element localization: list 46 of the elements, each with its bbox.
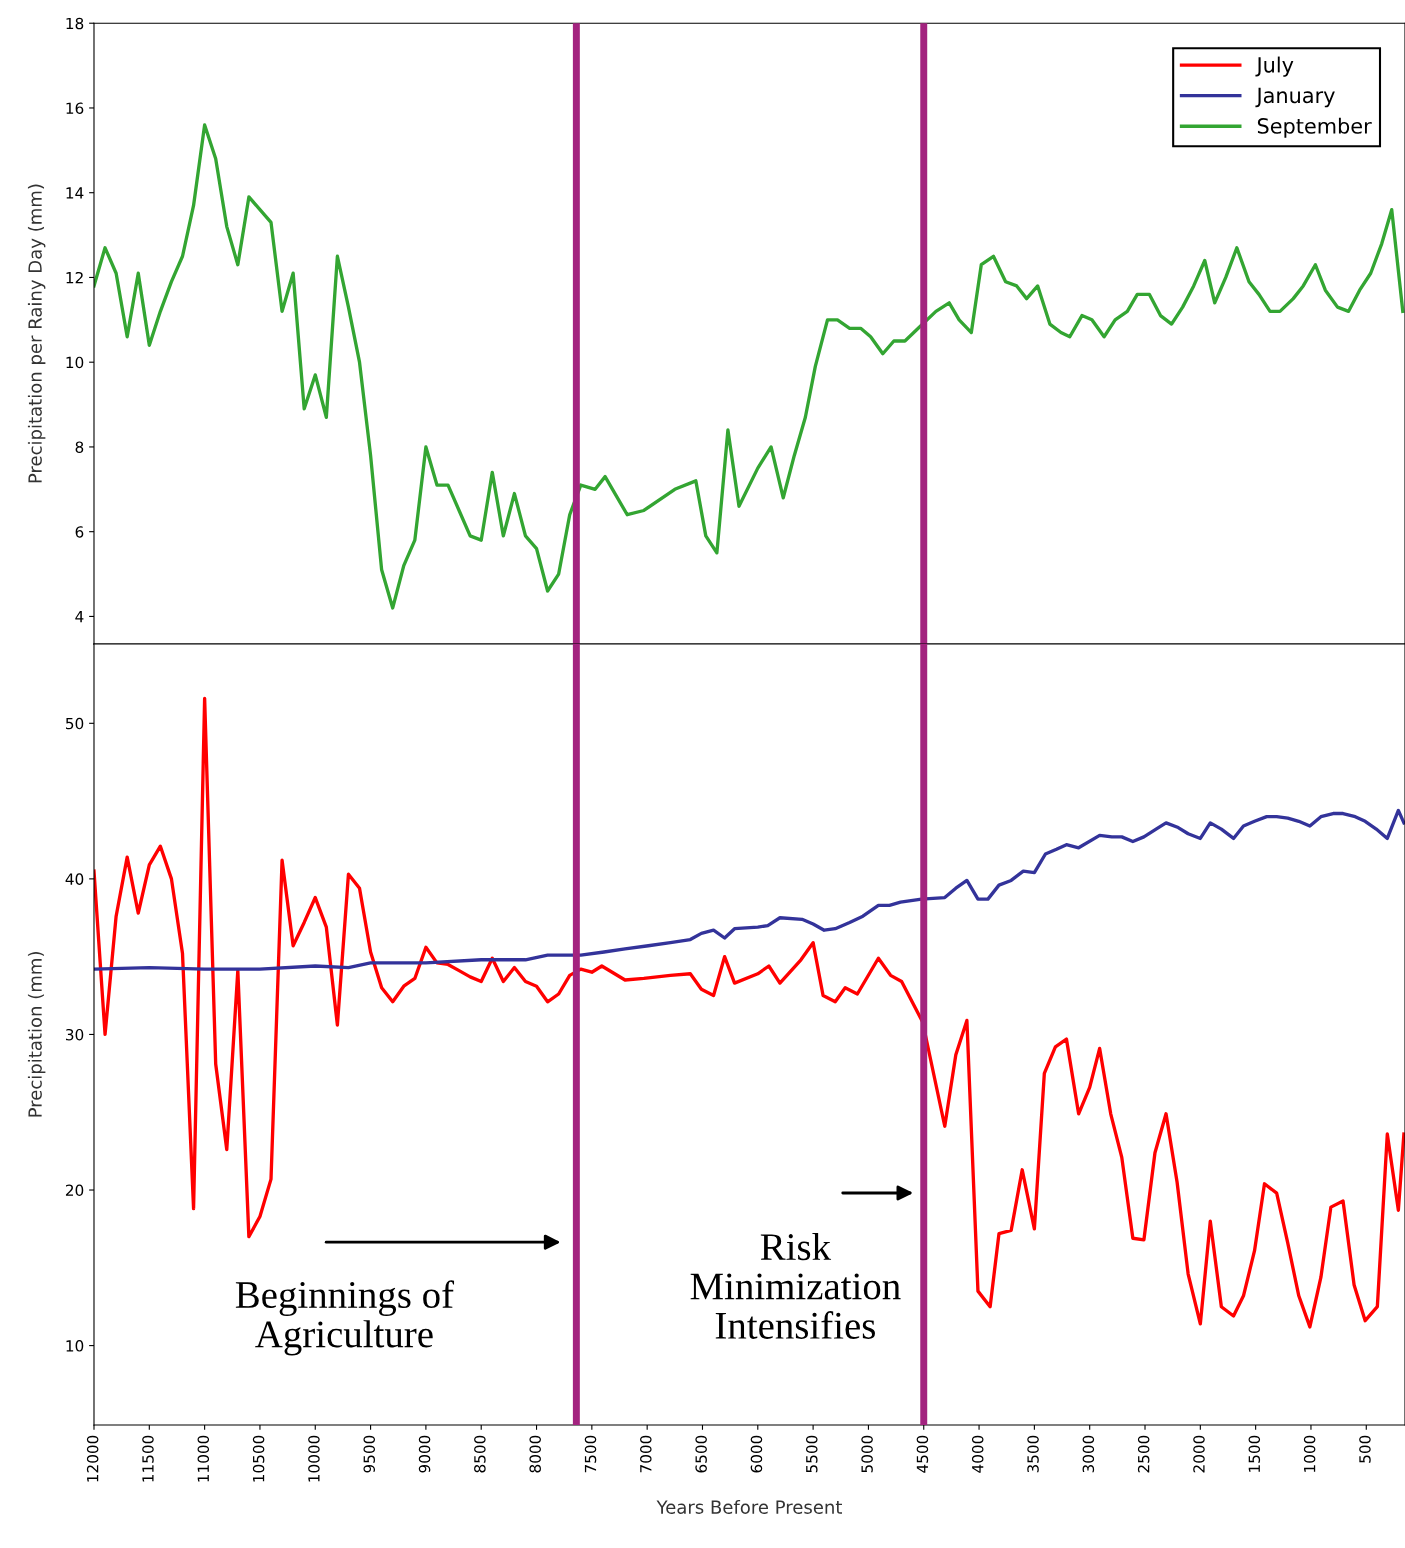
y-tick-label: 4 (75, 611, 84, 623)
x-tick-label: 5000 (861, 1435, 873, 1473)
y-tick-label: 20 (65, 1184, 84, 1197)
x-tick-label: 1500 (1248, 1435, 1261, 1472)
line-series (93, 808, 1405, 971)
x-tick-label: 7000 (640, 1435, 652, 1473)
x-tick-label: 3500 (1027, 1435, 1039, 1473)
x-tick-label: 3000 (1082, 1435, 1095, 1473)
y-axis-title: Precipitation (mm) (27, 952, 46, 1117)
y-tick-label: 12 (66, 271, 83, 284)
x-tick-label: 1000 (1303, 1435, 1316, 1472)
y-tick-label: 14 (66, 187, 84, 199)
legend-label: September (1257, 117, 1372, 138)
x-tick-label: 2500 (1137, 1435, 1150, 1473)
y-tick-label: 30 (66, 1028, 84, 1041)
x-tick-label: 4500 (916, 1435, 929, 1473)
x-tick-label: 9000 (418, 1435, 431, 1473)
y-tick-label: 8 (75, 441, 84, 453)
y-tick-label: 50 (66, 717, 84, 730)
x-tick-label: 10500 (252, 1435, 265, 1482)
legend-label: July (1255, 56, 1294, 77)
x-tick-label: 9500 (363, 1435, 376, 1473)
x-tick-label: 500 (1359, 1435, 1371, 1463)
y-tick-label: 16 (66, 102, 84, 114)
x-tick-label: 6500 (695, 1435, 707, 1473)
x-tick-label: 7500 (584, 1435, 597, 1473)
legend-label: January (1255, 87, 1335, 108)
x-tick-label: 4000 (971, 1435, 984, 1473)
y-axis-title: Precipitation per Rainy Day (mm) (27, 184, 46, 483)
x-axis-title: Years Before Present (656, 1499, 842, 1514)
x-tick-label: 5500 (805, 1435, 818, 1473)
y-tick-label: 10 (66, 1340, 84, 1352)
x-tick-label: 10000 (308, 1435, 320, 1482)
x-tick-label: 8000 (529, 1435, 541, 1473)
y-tick-label: 18 (66, 17, 84, 30)
x-tick-label: 6000 (750, 1435, 763, 1473)
x-tick-label: 8500 (474, 1435, 486, 1473)
x-tick-label: 2000 (1193, 1435, 1205, 1473)
x-tick-label: 12000 (86, 1435, 99, 1482)
y-tick-label: 6 (75, 526, 84, 538)
annotation: Beginnings of Agriculture (235, 1280, 455, 1356)
x-tick-label: 11500 (142, 1435, 154, 1482)
y-tick-label: 40 (65, 873, 84, 885)
y-tick-label: 10 (66, 356, 84, 369)
x-tick-label: 11000 (197, 1435, 210, 1482)
annotation: Risk Minimization Intensifies (690, 1232, 901, 1339)
